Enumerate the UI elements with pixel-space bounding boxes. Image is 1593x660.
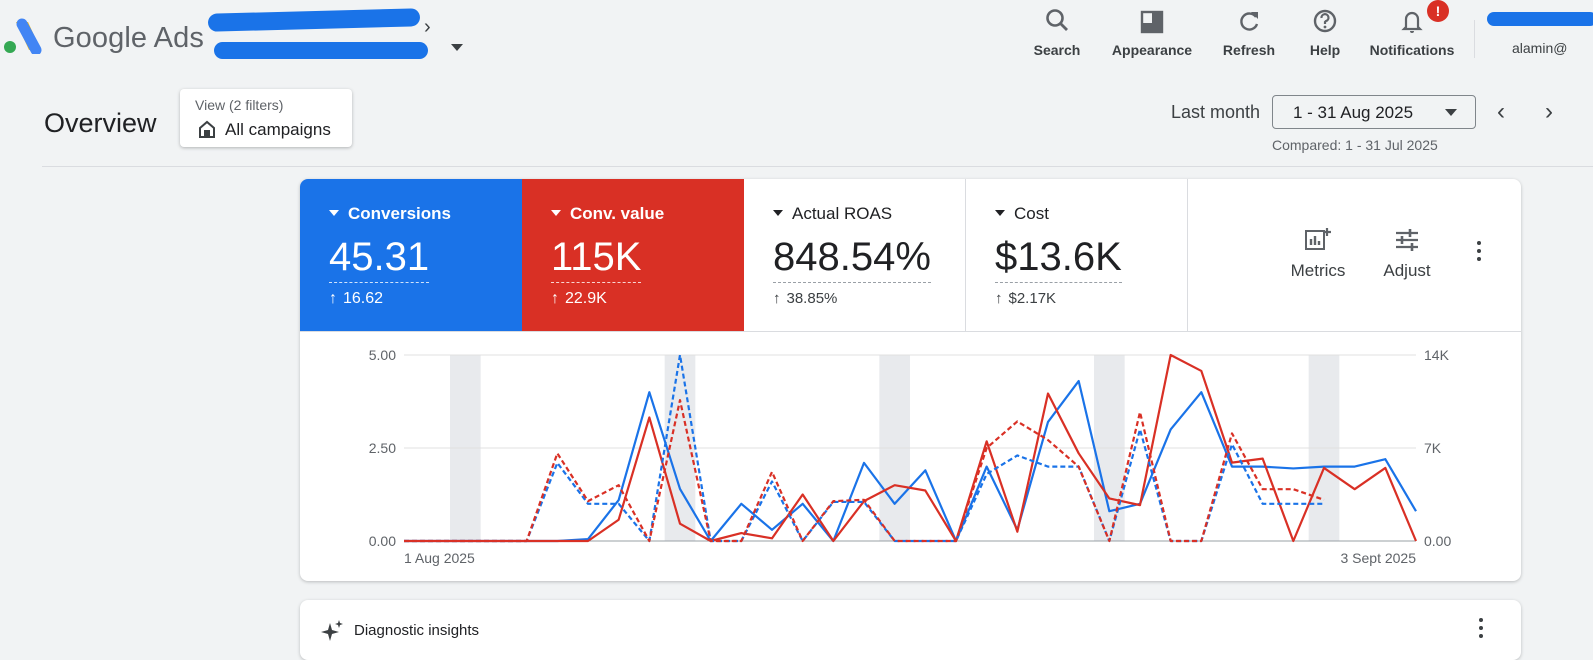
- refresh-label: Refresh: [1222, 42, 1276, 58]
- appearance-button[interactable]: Appearance: [1106, 6, 1198, 58]
- metrics-label: Metrics: [1290, 261, 1346, 280]
- user-name-redacted[interactable]: [1487, 12, 1593, 26]
- scorecard-value: 848.54%: [773, 235, 931, 283]
- x-axis-end-label: 3 Sept 2025: [1340, 550, 1416, 566]
- right-axis-tick: 7K: [1424, 440, 1442, 456]
- campaigns-icon: [199, 120, 215, 138]
- scorecard-cost[interactable]: Cost $13.6K ↑ $2.17K: [966, 179, 1188, 331]
- bell-icon: [1401, 11, 1423, 33]
- date-range-value: 1 - 31 Aug 2025: [1293, 103, 1414, 122]
- arrow-up-icon: ↑: [329, 290, 337, 307]
- metrics-icon: [1305, 228, 1331, 250]
- scorecard-name: Conversions: [329, 204, 451, 224]
- scorecard-delta-value: $2.17K: [1008, 290, 1057, 307]
- left-axis-tick: 2.50: [369, 440, 396, 456]
- refresh-button[interactable]: Refresh: [1218, 6, 1280, 58]
- chart-axis-labels: 0.00 2.50 5.00 0.00 7K 14K 1 Aug 2025 3 Sept 20…: [369, 347, 1452, 566]
- compared-range: Compared: 1 - 31 Jul 2025: [1272, 137, 1438, 153]
- performance-card: Conversions 45.31 ↑ 16.62 Conv. value 115…: [300, 179, 1521, 581]
- adjust-button[interactable]: Adjust: [1374, 227, 1440, 281]
- notifications-button[interactable]: ! Notifications: [1364, 0, 1460, 58]
- more-options-icon[interactable]: [1479, 618, 1483, 642]
- help-button[interactable]: Help: [1303, 6, 1347, 58]
- scorecard-value: 45.31: [329, 235, 430, 283]
- next-period-button[interactable]: ›: [1545, 98, 1553, 125]
- account-dropdown-icon[interactable]: [451, 44, 463, 51]
- sparkle-icon: [321, 620, 343, 641]
- scorecard-conv-value[interactable]: Conv. value 115K ↑ 22.9K: [522, 179, 744, 331]
- brand-name: Google Ads: [53, 22, 204, 54]
- search-icon: [1046, 9, 1068, 31]
- refresh-icon: [1240, 12, 1259, 31]
- header-divider: [1474, 20, 1475, 58]
- scorecard-delta: ↑ $2.17K: [995, 290, 1056, 307]
- arrow-up-icon: ↑: [773, 290, 781, 307]
- search-button[interactable]: Search: [1029, 6, 1085, 58]
- scorecard-divider: [965, 179, 966, 331]
- scorecard-actual-roas[interactable]: Actual ROAS 848.54% ↑ 38.85%: [744, 179, 966, 331]
- dropdown-caret-icon: [1445, 109, 1457, 116]
- performance-line-chart: 0.00 2.50 5.00 0.00 7K 14K 1 Aug 2025 3 Sept 20…: [369, 347, 1452, 566]
- metrics-button[interactable]: Metrics: [1283, 227, 1353, 281]
- arrow-up-icon: ↑: [995, 290, 1003, 307]
- adjust-icon: [1396, 229, 1418, 251]
- account-id-redacted[interactable]: [214, 42, 428, 59]
- scorecard-name: Conv. value: [551, 204, 664, 224]
- scorecard-divider: [1187, 179, 1188, 331]
- help-icon: [1313, 9, 1337, 33]
- search-label: Search: [1033, 42, 1081, 58]
- google-ads-logo-icon: [4, 18, 42, 54]
- adjust-label: Adjust: [1383, 261, 1431, 280]
- user-email[interactable]: alamin@: [1512, 40, 1568, 56]
- view-selector[interactable]: View (2 filters) All campaigns: [180, 89, 352, 147]
- scorecard-delta: ↑ 38.85%: [773, 290, 837, 307]
- date-range-label: Last month: [1171, 102, 1261, 122]
- account-name-redacted: [207, 8, 421, 32]
- top-app-bar: Google Ads › Search Appearance Refresh H…: [0, 0, 1593, 80]
- chart-series: [404, 353, 1418, 543]
- more-options-icon[interactable]: [1477, 241, 1483, 265]
- scorecard-delta-value: 38.85%: [786, 290, 838, 307]
- notifications-label: Notifications: [1369, 42, 1455, 58]
- card-divider: [300, 331, 1521, 332]
- left-axis-tick: 5.00: [369, 347, 396, 363]
- view-filters-label: View (2 filters): [195, 97, 284, 113]
- scorecard-value: $13.6K: [995, 235, 1122, 283]
- right-axis-tick: 0.00: [1424, 533, 1451, 549]
- scorecard-value: 115K: [551, 235, 642, 283]
- page-title: Overview: [44, 108, 157, 138]
- scorecard-conversions[interactable]: Conversions 45.31 ↑ 16.62: [300, 179, 522, 331]
- scorecard-delta-value: 22.9K: [565, 290, 607, 307]
- diagnostic-insights-title: Diagnostic insights: [354, 622, 480, 639]
- arrow-up-icon: ↑: [551, 290, 559, 307]
- scorecard-delta: ↑ 16.62: [329, 290, 383, 308]
- series-line-conv-value-compared: [404, 399, 1325, 543]
- right-axis-tick: 14K: [1424, 347, 1450, 363]
- header-divider-line: [42, 166, 1593, 167]
- appearance-icon: [1140, 10, 1164, 34]
- appearance-label: Appearance: [1111, 42, 1193, 58]
- diagnostic-insights-card[interactable]: Diagnostic insights: [300, 600, 1521, 660]
- view-campaigns-label: All campaigns: [225, 120, 331, 139]
- help-label: Help: [1309, 42, 1341, 58]
- date-range-picker[interactable]: 1 - 31 Aug 2025: [1272, 95, 1476, 129]
- scorecard-name: Cost: [995, 204, 1049, 224]
- x-axis-start-label: 1 Aug 2025: [404, 550, 475, 566]
- scorecard-delta: ↑ 22.9K: [551, 290, 607, 308]
- previous-period-button[interactable]: ‹: [1497, 98, 1505, 125]
- left-axis-tick: 0.00: [369, 533, 396, 549]
- scorecard-name: Actual ROAS: [773, 204, 892, 224]
- scorecard-delta-value: 16.62: [343, 290, 384, 307]
- chevron-right-icon[interactable]: ›: [424, 16, 431, 38]
- notification-badge: !: [1427, 0, 1449, 22]
